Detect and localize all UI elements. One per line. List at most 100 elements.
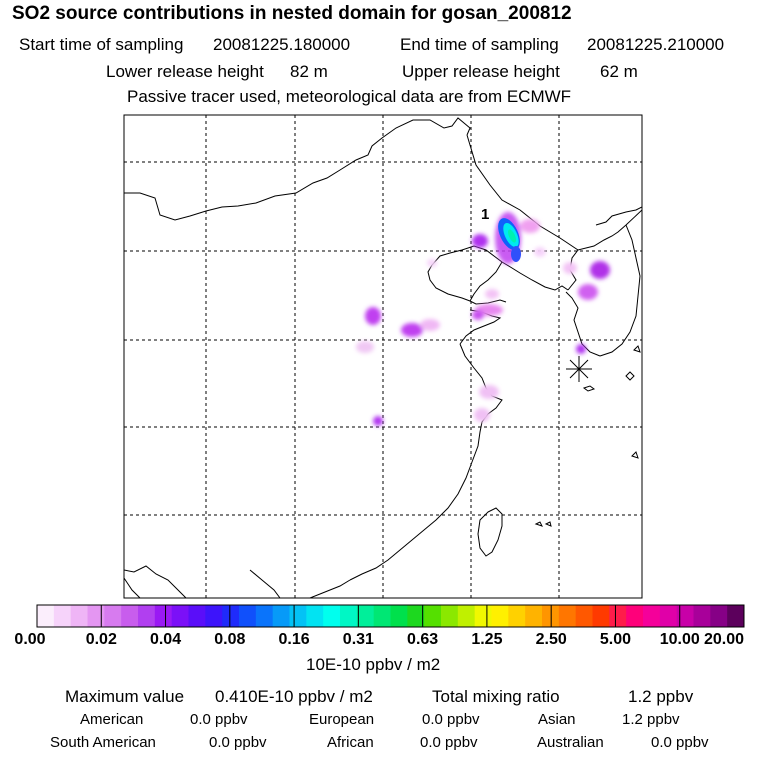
colorbar-tick-label: 5.00 bbox=[599, 631, 632, 648]
colorbar-cell bbox=[491, 605, 509, 627]
colorbar-tick-label: 0.08 bbox=[214, 631, 246, 648]
max-value: 0.410E-10 ppbv / m2 bbox=[215, 687, 373, 706]
region-name: South American bbox=[50, 734, 156, 751]
colorbar-dividers bbox=[100, 605, 681, 627]
lower-release-value: 82 m bbox=[290, 62, 328, 81]
colorbar-cell bbox=[441, 605, 459, 627]
total-mixing-value: 1.2 ppbv bbox=[628, 687, 694, 706]
total-mixing-label: Total mixing ratio bbox=[432, 687, 560, 706]
lower-release-label: Lower release height bbox=[106, 62, 264, 81]
colorbar-cell bbox=[373, 605, 391, 627]
colorbar-cell bbox=[37, 605, 55, 627]
island bbox=[631, 451, 639, 459]
colorbar-cell bbox=[323, 605, 341, 627]
island bbox=[633, 345, 641, 353]
coastline bbox=[565, 291, 601, 357]
region-value: 0.0 ppbv bbox=[209, 734, 267, 751]
colorbar-cell bbox=[727, 605, 745, 627]
region-value: 0.0 ppbv bbox=[651, 734, 709, 751]
main-plume-core bbox=[498, 218, 521, 262]
start-time-value: 20081225.180000 bbox=[213, 35, 351, 54]
colorbar-cell bbox=[104, 605, 122, 627]
region-value: 0.0 ppbv bbox=[422, 711, 480, 728]
region-name: Asian bbox=[538, 711, 576, 728]
coastline bbox=[124, 565, 187, 598]
coastline bbox=[469, 261, 507, 305]
plume-core-green bbox=[507, 229, 517, 243]
colorbar-tick-label: 0.31 bbox=[342, 631, 374, 648]
plume-patch bbox=[520, 219, 540, 233]
end-time-value: 20081225.210000 bbox=[587, 35, 725, 54]
colorbar-cell bbox=[222, 605, 240, 627]
colorbar-cell bbox=[87, 605, 105, 627]
region-value: 0.0 ppbv bbox=[420, 734, 478, 751]
colorbar-cell bbox=[239, 605, 257, 627]
colorbar-cell bbox=[289, 605, 307, 627]
colorbar-tick-label: 20.00 bbox=[703, 631, 745, 648]
colorbar-tick-label: 0.02 bbox=[85, 631, 117, 648]
colorbar-cell bbox=[272, 605, 290, 627]
plume-patch bbox=[576, 344, 586, 354]
colorbar-cell bbox=[542, 605, 560, 627]
region-value: 0.0 ppbv bbox=[190, 711, 248, 728]
colorbar-cell bbox=[390, 605, 408, 627]
island-taiwan bbox=[477, 507, 503, 557]
colorbar-cell bbox=[693, 605, 711, 627]
region-value: 1.2 ppbv bbox=[622, 711, 680, 728]
colorbar-cell bbox=[138, 605, 156, 627]
plume-patch bbox=[401, 323, 423, 337]
colorbar-cell bbox=[643, 605, 661, 627]
island-jeju bbox=[582, 385, 596, 392]
plume-patch bbox=[563, 262, 577, 274]
inland-plume bbox=[365, 307, 381, 325]
colorbar-cell bbox=[255, 605, 274, 627]
max-value-label: Maximum value bbox=[65, 687, 185, 706]
map-frame bbox=[123, 114, 643, 599]
plume-patch bbox=[373, 416, 383, 426]
colorbar-cell bbox=[424, 605, 442, 627]
plume-patch bbox=[578, 284, 598, 300]
plume-patch bbox=[479, 385, 499, 399]
colorbar-tick-label: 1.25 bbox=[471, 631, 503, 648]
region-name: European bbox=[309, 711, 375, 728]
end-time-label: End time of sampling bbox=[400, 35, 559, 54]
colorbar-cell bbox=[558, 605, 577, 627]
region-name: Australian bbox=[537, 734, 604, 751]
colorbar-cell bbox=[70, 605, 88, 627]
colorbar-cell bbox=[154, 605, 173, 627]
start-time-label: Start time of sampling bbox=[19, 35, 184, 54]
plume-patch bbox=[427, 259, 437, 267]
colorbar-cell bbox=[188, 605, 206, 627]
colorbar-cell bbox=[710, 605, 728, 627]
colorbar-cell bbox=[508, 605, 526, 627]
plume-patch bbox=[356, 341, 374, 353]
colorbar-cells bbox=[37, 605, 745, 627]
plume-patch bbox=[534, 247, 546, 257]
colorbar-tick-label: 0.04 bbox=[149, 631, 182, 648]
colorbar-tick-label: 0.16 bbox=[278, 631, 310, 648]
coastline bbox=[309, 579, 351, 598]
korea-plume bbox=[590, 261, 610, 279]
plume-patch bbox=[474, 408, 490, 422]
island bbox=[544, 521, 552, 527]
colorbar-cell bbox=[575, 605, 593, 627]
graticule bbox=[124, 115, 642, 598]
colorbar-tick-label: 10.00 bbox=[659, 631, 700, 648]
colorbar-cell bbox=[457, 605, 476, 627]
release-marker-label: 1 bbox=[481, 206, 489, 223]
colorbar-cell bbox=[171, 605, 189, 627]
map-title: SO2 source contributions in nested domai… bbox=[12, 3, 572, 24]
colorbar-cell bbox=[306, 605, 324, 627]
colorbar-cell bbox=[474, 605, 492, 627]
colorbar-tick-label: 0.00 bbox=[14, 631, 46, 648]
receptor-asterisk-icon bbox=[566, 356, 592, 382]
region-name: African bbox=[327, 734, 374, 751]
colorbar-cell bbox=[340, 605, 358, 627]
map-content: 1 bbox=[124, 115, 642, 598]
upper-release-label: Upper release height bbox=[402, 62, 560, 81]
island bbox=[534, 521, 543, 527]
plume-core-blue bbox=[511, 246, 521, 262]
border-line bbox=[466, 134, 642, 251]
